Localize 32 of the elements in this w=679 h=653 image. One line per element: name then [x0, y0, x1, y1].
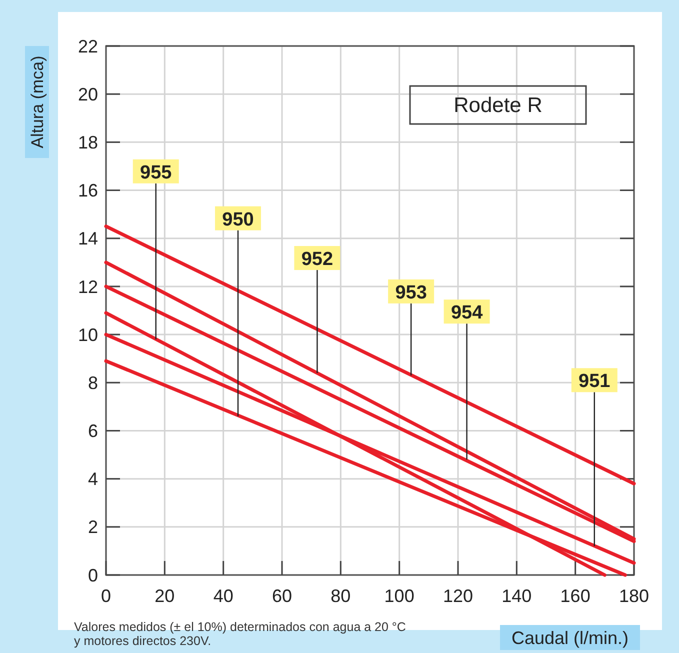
- x-tick-label: 40: [213, 586, 234, 606]
- x-tick-label: 180: [618, 586, 650, 606]
- y-tick-label: 14: [78, 228, 98, 249]
- x-tick-label: 0: [100, 586, 112, 606]
- y-tick-label: 2: [88, 517, 98, 538]
- x-tick-label: 160: [560, 586, 590, 606]
- x-tick-label: 60: [272, 586, 292, 606]
- annotation: 954: [450, 302, 484, 324]
- annotation: 953: [395, 282, 427, 304]
- annotation: 951: [578, 371, 611, 392]
- y-tick-label: 0: [88, 565, 98, 586]
- x-tick-label: 100: [384, 586, 414, 606]
- y-tick-label: 6: [88, 421, 98, 442]
- x-axis-title: Caudal (l/min.): [511, 628, 629, 648]
- x-tick-label: 80: [330, 586, 351, 606]
- x-tick-label: 20: [154, 586, 175, 606]
- text: Rodete R: [454, 94, 542, 117]
- annotation: 952: [301, 249, 334, 270]
- x-tick-label: 140: [502, 586, 532, 606]
- y-tick-label: 10: [78, 324, 98, 345]
- y-tick-label: 16: [78, 180, 98, 201]
- y-tick-label: 8: [88, 372, 98, 393]
- y-tick-label: 18: [78, 132, 98, 152]
- annotation: 950: [222, 209, 254, 230]
- text: Valores medidos (± el 10%) determinados con agua a 20 °C y motores directos 230V.: [74, 620, 406, 648]
- y-axis-title: Altura (mca): [28, 56, 47, 148]
- y-tick-label: 22: [78, 36, 98, 56]
- y-tick-label: 4: [88, 469, 98, 490]
- annotation: 955: [140, 162, 172, 184]
- y-tick-label: 20: [78, 84, 98, 104]
- x-tick-label: 120: [442, 586, 474, 606]
- y-tick-label: 12: [78, 276, 98, 297]
